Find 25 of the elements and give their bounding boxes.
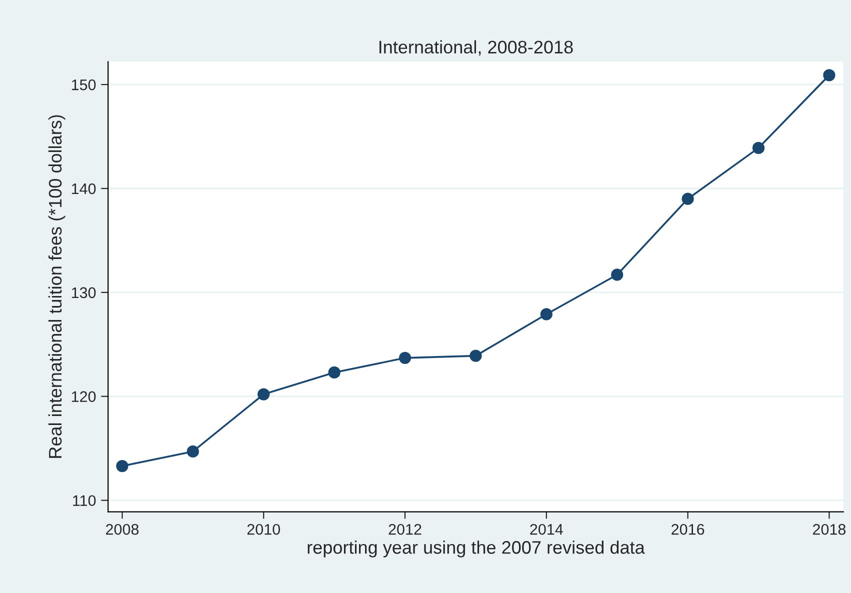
x-tick-label: 2018 — [812, 524, 846, 535]
y-tick-label: 110 — [73, 495, 96, 506]
y-tick-label: 130 — [72, 287, 96, 298]
point — [470, 350, 482, 362]
point — [682, 192, 694, 205]
y-axis-title: Real international tuition fees (*100 dollars) — [48, 115, 66, 458]
point — [752, 142, 765, 154]
y-tick-label: 150 — [72, 79, 96, 90]
point — [398, 352, 412, 364]
x-tick-label: 2012 — [388, 524, 422, 535]
point — [823, 69, 836, 82]
point — [611, 268, 624, 281]
y-tick-label: 140 — [72, 183, 96, 194]
x-tick-label: 2014 — [530, 524, 563, 535]
x-axis-title: reporting year using the 2007 revised data — [308, 540, 645, 558]
x-tick-label: 2010 — [247, 524, 280, 535]
point — [540, 308, 552, 320]
x-tick-label: 2008 — [106, 524, 139, 535]
point — [258, 388, 270, 400]
point — [116, 460, 128, 472]
x-tick-label: 2016 — [672, 524, 704, 535]
chart-title: International, 2008-2018 — [380, 40, 573, 56]
point — [186, 445, 199, 458]
y-tick-label: 120 — [72, 391, 96, 402]
point — [328, 366, 340, 379]
